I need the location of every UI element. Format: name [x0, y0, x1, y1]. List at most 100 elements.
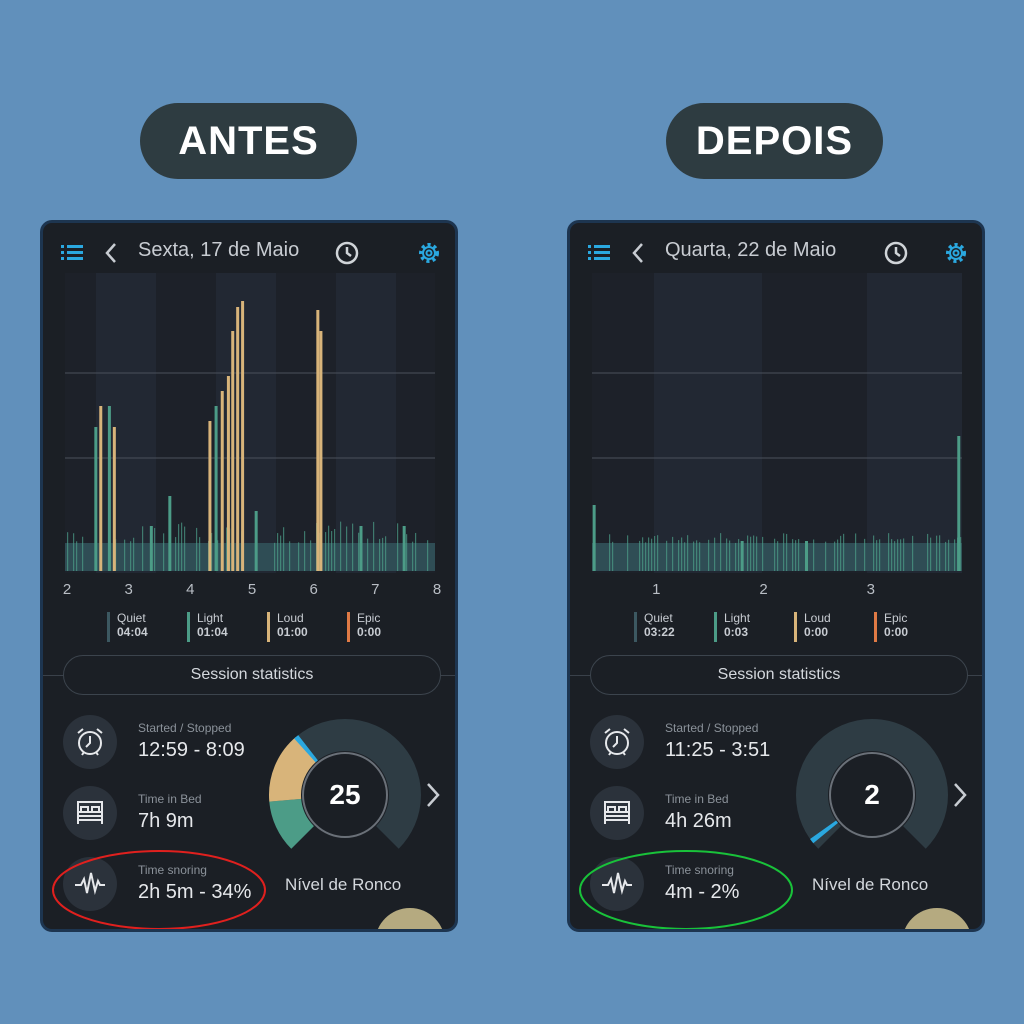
legend-value: 0:00 — [884, 625, 909, 639]
legend-name: Light — [197, 611, 224, 625]
sound-bar — [175, 537, 177, 571]
sound-bar — [609, 534, 611, 571]
sound-bar — [843, 533, 845, 571]
sound-bar — [813, 539, 815, 571]
snore-spike — [168, 496, 172, 571]
snore-spike — [957, 436, 961, 571]
sound-bar — [714, 537, 716, 571]
sound-bar — [873, 535, 875, 571]
legend-item-light: Light 0:03 — [714, 611, 750, 643]
sound-bar — [762, 536, 764, 571]
floating-button[interactable] — [902, 908, 972, 929]
sound-bar — [163, 533, 165, 571]
before-label: ANTES — [140, 103, 357, 179]
back-chevron-icon[interactable] — [630, 241, 646, 265]
sound-bar — [211, 532, 213, 571]
sound-bar — [684, 542, 686, 571]
sound-bar — [178, 524, 180, 571]
snore-spike — [112, 427, 116, 571]
next-chevron-icon[interactable] — [952, 781, 968, 809]
snore-spike — [359, 526, 363, 571]
session-statistics-button[interactable]: Session statistics — [63, 655, 441, 695]
floating-button[interactable] — [375, 908, 445, 929]
sound-bar — [340, 521, 342, 571]
sound-bar — [678, 540, 680, 571]
legend-swatch — [187, 612, 190, 642]
snore-score: 25 — [329, 779, 361, 810]
alarm-clock-icon — [63, 715, 117, 769]
legend-item-loud: Loud 01:00 — [267, 611, 308, 643]
sound-bar — [756, 536, 758, 571]
chart-band — [654, 273, 762, 573]
snore-spike — [316, 310, 320, 571]
history-icon[interactable] — [333, 239, 361, 267]
chart-band — [592, 273, 654, 573]
sound-bar — [328, 525, 330, 571]
gear-icon[interactable] — [417, 241, 441, 265]
gauge-center — [302, 752, 388, 838]
back-chevron-icon[interactable] — [103, 241, 119, 265]
sound-bar — [199, 537, 201, 571]
started-value: 11:25 - 3:51 — [665, 739, 771, 761]
next-chevron-icon[interactable] — [425, 781, 441, 809]
snore-spike — [220, 391, 224, 571]
sound-bar — [397, 523, 399, 571]
x-tick-label: 4 — [186, 581, 195, 598]
snore-spike — [208, 421, 212, 571]
started-label: Started / Stopped — [138, 721, 232, 735]
sound-bar — [639, 540, 641, 571]
sound-bar — [412, 541, 414, 571]
sound-bar — [720, 533, 722, 571]
menu-icon[interactable] — [588, 243, 612, 263]
sound-bar — [133, 537, 135, 571]
history-icon[interactable] — [882, 239, 910, 267]
sound-bar — [774, 538, 776, 571]
x-tick-label: 3 — [124, 581, 133, 598]
legend-item-loud: Loud 0:00 — [794, 611, 831, 643]
sound-bar — [415, 532, 417, 571]
sound-bar — [406, 534, 408, 571]
sound-bar — [912, 535, 914, 571]
snore-spike — [214, 406, 218, 571]
sound-bar — [67, 532, 69, 571]
x-tick-label: 5 — [247, 581, 257, 598]
bed-icon — [590, 786, 644, 840]
waveform-icon — [63, 857, 117, 911]
legend-item-light: Light 01:04 — [187, 611, 228, 643]
sound-bar — [648, 537, 650, 571]
sound-bar — [687, 535, 689, 571]
started-label: Started / Stopped — [665, 721, 759, 735]
sound-bar — [783, 533, 785, 571]
sound-bar — [154, 528, 156, 571]
legend-swatch — [267, 612, 270, 642]
session-statistics-button[interactable]: Session statistics — [590, 655, 968, 695]
snore-label: Time snoring — [665, 863, 734, 877]
menu-icon[interactable] — [61, 243, 85, 263]
sound-bar — [184, 526, 186, 571]
sound-bar — [738, 539, 740, 571]
gear-icon[interactable] — [944, 241, 968, 265]
sound-bar — [304, 531, 306, 571]
sound-bar — [612, 541, 614, 571]
snore-spike — [740, 541, 744, 571]
sound-bar — [948, 539, 950, 571]
sound-bar — [657, 535, 659, 571]
sound-bar — [334, 529, 336, 571]
legend-name: Light — [724, 611, 751, 625]
chart-band — [396, 273, 435, 573]
sound-bar — [298, 542, 300, 571]
sound-bar — [825, 541, 827, 571]
legend-item-quiet: Quiet 04:04 — [107, 611, 148, 643]
x-tick-label: 7 — [371, 581, 380, 598]
bed-value: 4h 26m — [665, 810, 732, 832]
snore-level-label: Nível de Ronco — [285, 875, 402, 894]
sound-bar — [672, 536, 674, 571]
sound-bar — [903, 538, 905, 571]
snore-spike — [236, 307, 240, 571]
snore-spike — [94, 427, 98, 571]
sound-bar — [277, 533, 279, 571]
bed-label: Time in Bed — [665, 792, 729, 806]
sound-bar — [747, 535, 749, 571]
snore-value: 2h 5m - 34% — [138, 881, 252, 903]
snore-spike — [226, 376, 230, 571]
